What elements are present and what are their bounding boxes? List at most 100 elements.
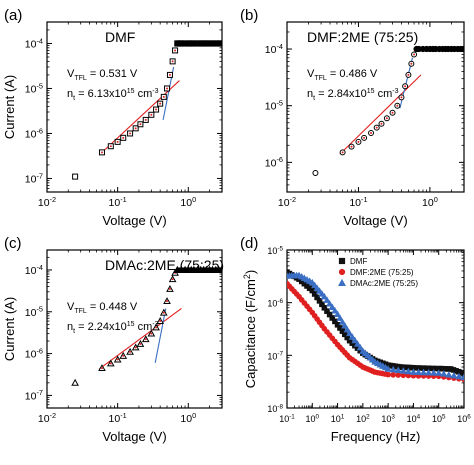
data-point-center: [168, 288, 171, 291]
data-point: [346, 329, 354, 337]
x-tick-label: 100: [180, 411, 196, 425]
data-point-center: [139, 123, 142, 126]
data-point-center: [166, 87, 169, 90]
data-point-center: [380, 122, 383, 125]
data-point: [71, 378, 79, 386]
data-layer: [287, 269, 464, 383]
data-point-center: [404, 85, 407, 88]
x-tick-label: 10-2: [38, 411, 56, 425]
data-point: [461, 370, 464, 377]
data-point-center: [400, 96, 403, 99]
legend: DMF DMF:2ME (75:25) DMAc:2ME (75:25): [338, 257, 418, 288]
panel-label: (d): [240, 235, 258, 252]
data-point: [72, 173, 79, 180]
data-point: [333, 310, 342, 318]
x-tick-label: 106: [457, 413, 471, 424]
data-point-center: [155, 108, 158, 111]
data-point: [343, 325, 351, 333]
data-point-center: [370, 131, 373, 134]
panel-label: (c): [4, 235, 22, 252]
data-point-center: [357, 140, 360, 143]
x-tick-label: 100: [306, 413, 320, 424]
data-point: [450, 371, 458, 379]
panel-d: (d) 10-1 100 101 102 103 104 105 106 10-8 10-7 10-6…: [240, 235, 471, 444]
data-point-center: [100, 367, 103, 370]
data-point: [312, 169, 319, 176]
data-point: [328, 303, 336, 310]
x-tick-label: 102: [356, 413, 370, 424]
sample-label: DMF: [105, 29, 135, 45]
data-point-center: [159, 320, 162, 323]
data-point-center: [109, 145, 112, 148]
vtfl-annotation: VTFL = 0.448 V: [67, 301, 138, 315]
x-tick-label: 100: [422, 195, 438, 209]
data-point: [390, 372, 397, 378]
data-point: [435, 369, 443, 376]
data-point: [389, 365, 397, 373]
data-point-center: [162, 95, 165, 98]
data-point-center: [385, 117, 388, 120]
data-point-center: [375, 126, 378, 129]
x-axis-label: Voltage (V): [102, 429, 166, 444]
x-axis-label: Voltage (V): [102, 213, 166, 228]
data-point: [399, 367, 407, 374]
vtfl-annotation: VTFL = 0.531 V: [67, 68, 138, 82]
y-tick-label: 10-5: [265, 99, 283, 113]
plot-frame: [46, 21, 223, 193]
y-axis-label: Capacitance (F/cm2): [242, 270, 258, 388]
y-tick-label: 10-5: [25, 81, 43, 95]
nt-annotation: nt = 2.84x1015 cm-3: [307, 88, 399, 102]
y-tick-label: 10-7: [267, 351, 283, 362]
x-axis-label: Frequency (Hz): [331, 429, 421, 444]
data-point: [338, 268, 346, 276]
x-tick-label: 100: [180, 195, 196, 209]
data-point: [356, 343, 364, 351]
data-point: [409, 368, 418, 375]
y-tick-label: 10-6: [267, 298, 283, 309]
x-tick-label: 104: [407, 413, 421, 424]
x-axis-label: Voltage (V): [343, 213, 407, 228]
data-point-center: [109, 362, 112, 365]
fit-line: [98, 308, 182, 370]
panel-a: (a) 10-2 10-1 100 10-7 10-6 10-5 10-4 Voltage (V…: [2, 7, 223, 228]
x-tick-label: 101: [331, 413, 345, 424]
y-tick-label: 10-4: [265, 42, 283, 56]
panel-c: (c) 10-2 10-1 100 10-7 10-6 10-5 10-4 Voltage (V…: [2, 235, 224, 444]
data-point: [400, 372, 407, 379]
nt-annotation: nt = 6.13x1015 cm-3: [67, 88, 159, 102]
x-tick-label: 10-1: [109, 195, 127, 209]
data-points: [312, 45, 464, 176]
data-point-center: [413, 53, 416, 56]
data-point-center: [129, 350, 132, 353]
data-point-center: [144, 338, 147, 341]
y-tick-label: 10-4: [25, 263, 43, 277]
fit-line: [154, 308, 167, 363]
data-point: [414, 368, 423, 376]
data-layer: [312, 45, 464, 176]
y-axis-label: Current (A): [2, 297, 17, 361]
data-point: [326, 299, 334, 307]
sample-label: DMAc:2ME (75:25): [105, 257, 224, 273]
data-point-center: [363, 136, 366, 139]
data-point: [419, 368, 428, 376]
y-tick-label: 10-7: [25, 171, 43, 185]
panel-b: (b) 10-2 10-1 100 10-6 10-5 10-4 Voltage (V) DMF…: [240, 7, 465, 228]
annotations: DMF VTFL = 0.531 V nt = 6.13x1015 cm-3: [67, 29, 159, 102]
x-tick-label: 10-2: [38, 195, 56, 209]
data-point-center: [139, 342, 142, 345]
x-tick-label: 10-1: [279, 413, 295, 424]
data-point: [394, 366, 402, 373]
y-tick-label: 10-6: [25, 346, 43, 360]
annotations: DMF:2ME (75:25) VTFL = 0.486 V nt = 2.84x1…: [307, 29, 418, 102]
data-point: [384, 365, 392, 372]
data-point-center: [168, 73, 171, 76]
data-point-center: [155, 326, 158, 329]
data-point-center: [171, 278, 174, 281]
data-point-center: [350, 145, 353, 148]
data-point-center: [116, 140, 119, 143]
data-point: [336, 314, 344, 321]
legend-entry: DMF:2ME (75:25): [350, 268, 414, 277]
nt-annotation: nt = 2.24x1015 cm-3: [67, 321, 159, 335]
minor-ticks: [287, 22, 464, 192]
